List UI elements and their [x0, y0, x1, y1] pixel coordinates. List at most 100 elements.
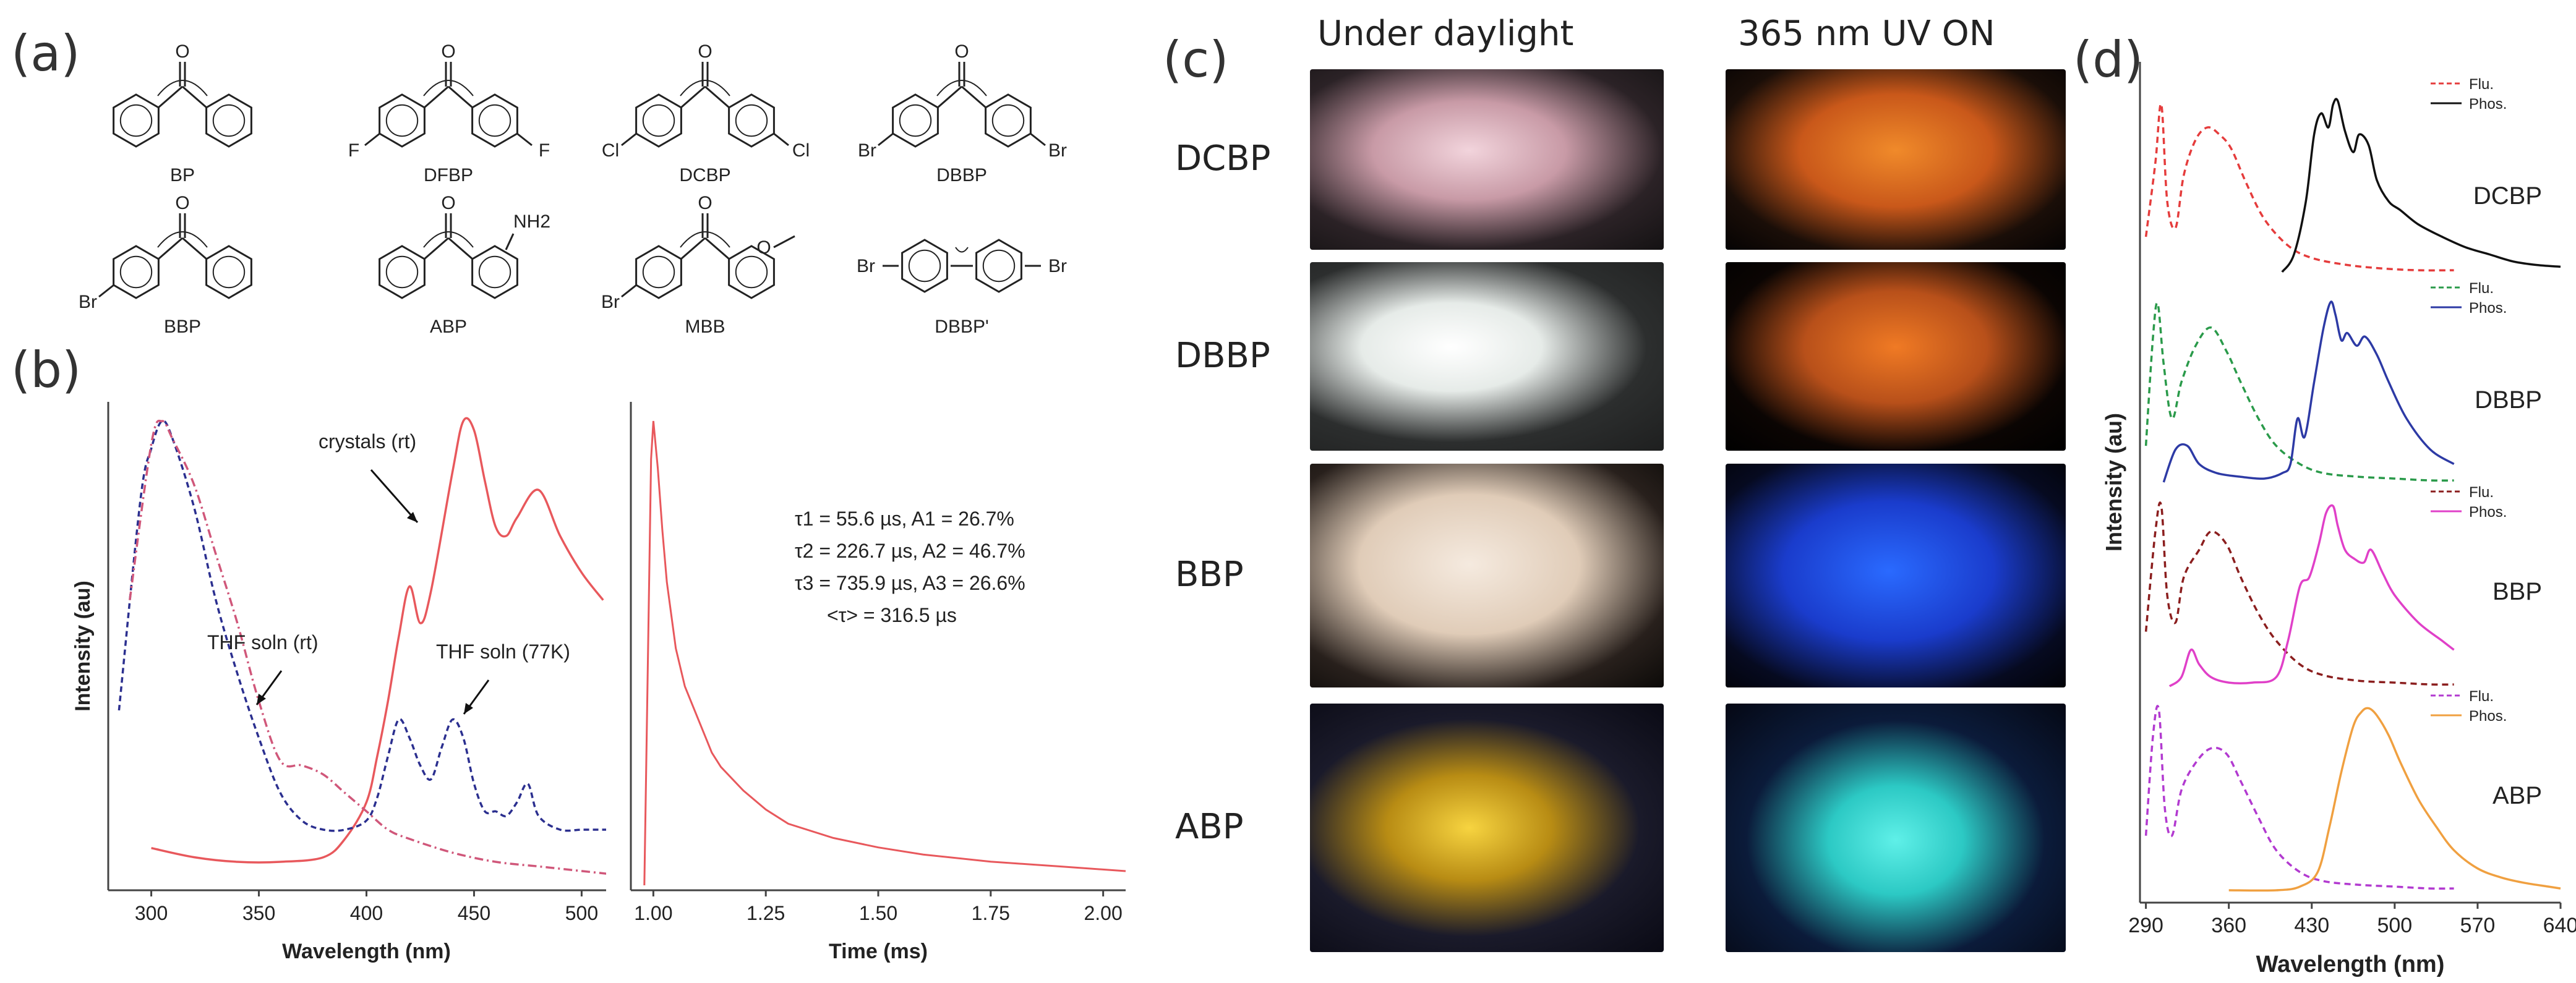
arrow-crystals [370, 469, 419, 523]
ring-right-aromatic [478, 104, 511, 137]
uv-photo-abp [1726, 704, 2066, 952]
atom-substituent-left: Br [79, 292, 97, 312]
bond-right [961, 85, 986, 109]
flu-series-bbp [2144, 501, 2454, 686]
fit-parameter: τ1 = 55.6 µs, A1 = 26.7% [795, 508, 1014, 530]
phos-series-bbp [2168, 504, 2455, 687]
chemical-structures: O O F F O Cl Cl O Br Br O Br O NH2 O Br O Br Br [79, 41, 1067, 312]
atom-substituent-right: Cl [792, 140, 810, 161]
row-label-dbbp: DBBP [1175, 335, 1270, 376]
atom-br-left: Br [857, 256, 875, 276]
x-tick-label: 290 [2128, 914, 2163, 937]
legend-flu-label: Flu. [2469, 280, 2494, 297]
bond-left [424, 237, 449, 260]
molecule-name: DCBP [679, 165, 731, 185]
series-dashed [118, 420, 606, 832]
legend-phos-label: Phos. [2469, 504, 2507, 521]
annotation-thf-77k: THF soln (77K) [436, 640, 570, 663]
x-tick-label: 300 [135, 902, 168, 924]
x-tick-label: 360 [2211, 914, 2246, 937]
molecule-layer: O O F F O Cl Cl O Br Br O Br O NH2 O Br O Br Br [79, 41, 1067, 312]
ring-left-aromatic [899, 104, 932, 137]
molecule-name: DBBP [936, 165, 987, 185]
annotation-crystals: crystals (rt) [319, 430, 416, 453]
substituent-bond-right [773, 132, 789, 147]
legend-flu-label: Flu. [2469, 76, 2494, 93]
bond-right [182, 237, 207, 260]
x-tick-label: 500 [565, 902, 598, 924]
substituent-bond-right [1030, 132, 1046, 147]
substituent-bond-left [98, 284, 114, 298]
spectra-chart: 300 350 400 450 500 Wavelength (nm) Intensity … [71, 402, 606, 963]
atom-substituent-right: F [539, 140, 550, 161]
atom-nh2: NH2 [513, 211, 550, 232]
rotation-arrows [157, 80, 208, 96]
atom-oxygen: O [954, 41, 969, 62]
daylight-photo-dcbp [1310, 69, 1664, 250]
legend-phos-label: Phos. [2469, 96, 2507, 113]
methyl-bond [773, 235, 795, 249]
ring-right-aromatic [735, 104, 768, 137]
row-label-dcbp: DCBP [1175, 138, 1271, 179]
substituent-bond-left [621, 284, 637, 298]
phos-series-abp [2228, 707, 2561, 892]
molecule-name: DBBP' [935, 317, 989, 337]
ring-right-aromatic [212, 255, 246, 289]
arrow-head [407, 512, 417, 522]
ring-left-aromatic [642, 104, 675, 137]
ring-left-aromatic [385, 255, 419, 289]
bond-right [448, 237, 473, 260]
x-tick-label: 1.00 [634, 902, 672, 924]
x-tick-label: 1.50 [859, 902, 897, 924]
panel-c-label: (c) [1163, 31, 1229, 88]
bond-left [680, 85, 706, 109]
amine-bond [505, 233, 515, 250]
x-axis-label: Wavelength (nm) [282, 940, 451, 963]
phos-series-dbbp [2162, 300, 2455, 483]
molecule-name: ABP [429, 317, 468, 337]
bond-left [424, 85, 449, 109]
phos-series-dcbp [2281, 98, 2561, 273]
bond-left [158, 237, 183, 260]
x-tick-label: 450 [458, 902, 490, 924]
y-axis-label: Intensity (au) [2101, 413, 2126, 551]
bond-right [448, 85, 473, 109]
molecule-name: BP [169, 165, 195, 185]
ring-left-aromatic [119, 255, 153, 289]
flu-phos-chart: 290 360 430 500 570 640 Wavelength (nm) Intensi… [2101, 62, 2576, 977]
x-tick-label: 2.00 [1084, 902, 1122, 924]
rotation-arrows [680, 231, 730, 248]
ring-left-aromatic [385, 104, 419, 137]
header-daylight: Under daylight [1317, 14, 1574, 54]
ring-right [975, 239, 1022, 293]
bond-right [182, 85, 207, 109]
bond-left [937, 85, 962, 109]
x-tick-label: 500 [2377, 914, 2412, 937]
ring-left-aromatic [119, 104, 153, 137]
row-label-abp: ABP [1175, 807, 1244, 847]
x-tick-label: 1.25 [747, 902, 785, 924]
x-tick-label: 1.75 [972, 902, 1010, 924]
rotation-arrow [955, 247, 969, 253]
header-uv: 365 nm UV ON [1738, 14, 1995, 54]
uv-photo-bbp [1726, 464, 2066, 687]
molecule-name: MBB [685, 317, 725, 337]
legend-flu-label: Flu. [2469, 484, 2494, 501]
uv-photo-dbbp [1726, 262, 2066, 451]
x-tick-label: 350 [242, 902, 275, 924]
decay-series [643, 420, 1126, 886]
fit-parameter: <τ> = 316.5 µs [827, 604, 957, 626]
ring-left-aromatic [642, 255, 675, 289]
ring-right-aromatic [212, 104, 246, 137]
uv-photo-dcbp [1726, 69, 2066, 250]
panel-d-label: (d) [2073, 31, 2144, 88]
daylight-photo-abp [1310, 704, 1664, 952]
series-dashdot [129, 419, 606, 875]
ring-right-aromatic [478, 255, 511, 289]
molecule-name: BBP [163, 317, 202, 337]
daylight-photo-dbbp [1310, 262, 1664, 451]
rotation-arrows [936, 80, 987, 96]
bond-left [680, 237, 706, 260]
bond-right [704, 237, 730, 260]
flu-series-abp [2144, 705, 2454, 890]
